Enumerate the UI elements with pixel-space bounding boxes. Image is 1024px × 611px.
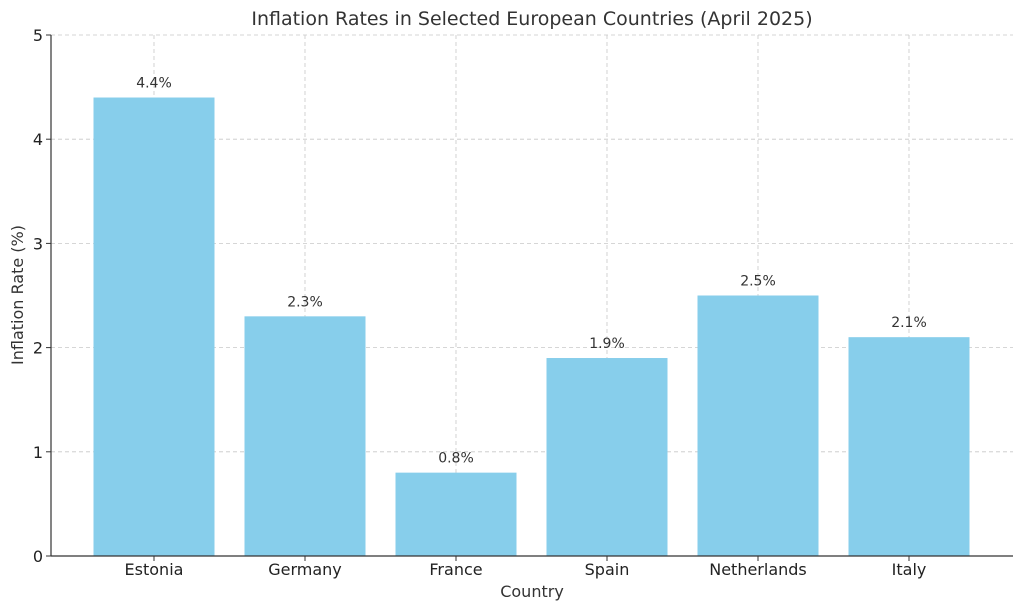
bar-france xyxy=(395,472,517,556)
labels-layer: 0 1 2 3 4 5 Estonia 4.4% Germany 2.3% France 0.8% Sp… xyxy=(33,26,927,579)
x-tick-label: Germany xyxy=(268,560,342,579)
bar-spain xyxy=(546,358,668,556)
bar-value-label: 2.3% xyxy=(287,294,323,310)
bar-value-label: 1.9% xyxy=(589,336,625,352)
bar-germany xyxy=(244,316,366,556)
y-tick-label: 3 xyxy=(33,234,43,253)
x-tick-label: Spain xyxy=(585,560,630,579)
y-tick-label: 4 xyxy=(33,130,43,149)
y-tick-label: 1 xyxy=(33,443,43,462)
bar-value-label: 0.8% xyxy=(438,451,474,467)
bar-value-label: 2.5% xyxy=(740,274,776,290)
bars-layer xyxy=(93,97,970,557)
bar-value-label: 2.1% xyxy=(891,315,927,331)
bar-italy xyxy=(848,337,970,556)
bar-value-label: 4.4% xyxy=(136,76,172,92)
y-tick-label: 0 xyxy=(33,547,43,566)
bar-netherlands xyxy=(697,295,819,556)
x-tick-label: Netherlands xyxy=(709,560,807,579)
bar-estonia xyxy=(93,97,215,557)
axes-layer xyxy=(46,34,1013,561)
chart-title: Inflation Rates in Selected European Cou… xyxy=(251,8,812,30)
y-axis-label: Inflation Rate (%) xyxy=(8,225,27,365)
x-tick-label: Estonia xyxy=(125,560,184,579)
x-tick-label: Italy xyxy=(892,560,927,579)
y-tick-label: 2 xyxy=(33,339,43,358)
x-tick-label: France xyxy=(429,560,482,579)
x-axis-label: Country xyxy=(500,582,564,601)
y-tick-label: 5 xyxy=(33,26,43,45)
